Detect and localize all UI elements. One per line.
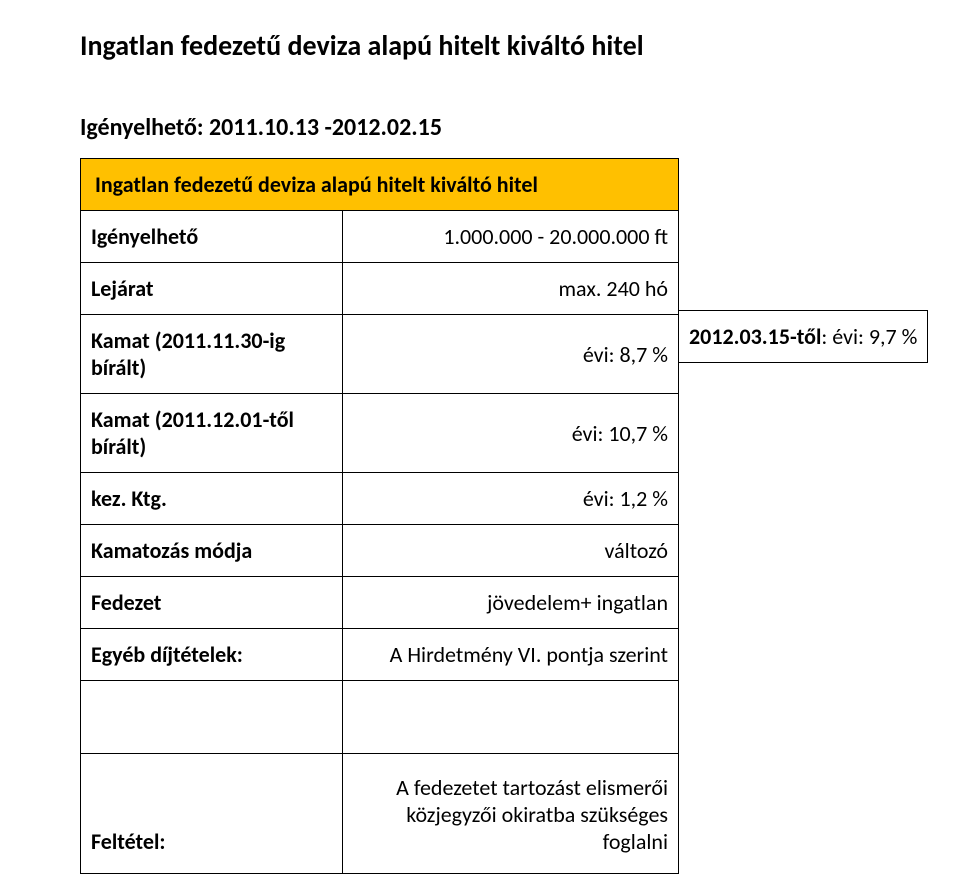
row-value: változó [343, 525, 679, 577]
page-title: Ingatlan fedezetű deviza alapú hitelt ki… [80, 28, 910, 63]
row-label: Kamat (2011.12.01-től bírált) [81, 394, 343, 473]
row-label: Lejárat [81, 263, 343, 315]
row-value: jövedelem+ ingatlan [343, 577, 679, 629]
side-cell: 2012.03.15-től: évi: 9,7 % [679, 311, 928, 363]
side-spacer [679, 158, 928, 208]
table-row: Igényelhető 1.000.000 - 20.000.000 ft [81, 211, 679, 263]
spacer-row [81, 681, 679, 754]
table-row: Egyéb díjtételek: A Hirdetmény VI. pontj… [81, 629, 679, 681]
side-table: 2012.03.15-től: évi: 9,7 % [678, 158, 928, 363]
row-value: évi: 10,7 % [343, 394, 679, 473]
spacer-cell [343, 681, 679, 754]
spacer-cell [81, 681, 343, 754]
row-label: Igényelhető [81, 211, 343, 263]
feltetel-label: Feltétel: [81, 754, 343, 874]
row-value: max. 240 hó [343, 263, 679, 315]
tables-row: Ingatlan fedezetű deviza alapú hitelt ki… [80, 158, 910, 874]
side-spacer [679, 259, 928, 311]
side-cell-bold: 2012.03.15-től [689, 323, 821, 350]
date-range: Igényelhető: 2011.10.13 -2012.02.15 [80, 113, 910, 142]
side-cell-rest: : évi: 9,7 % [821, 323, 917, 350]
table-row: Feltétel: A fedezetet tartozást elismerő… [81, 754, 679, 874]
table-row: Kamatozás módja változó [81, 525, 679, 577]
row-label: Egyéb díjtételek: [81, 629, 343, 681]
table-row: kez. Ktg. évi: 1,2 % [81, 473, 679, 525]
row-label: Kamat (2011.11.30-ig bírált) [81, 315, 343, 394]
table-header-cell: Ingatlan fedezetű deviza alapú hitelt ki… [81, 159, 679, 211]
row-value: 1.000.000 - 20.000.000 ft [343, 211, 679, 263]
row-label: Fedezet [81, 577, 343, 629]
row-value: évi: 8,7 % [343, 315, 679, 394]
table-row: Kamat (2011.12.01-től bírált) évi: 10,7 … [81, 394, 679, 473]
main-table: Ingatlan fedezetű deviza alapú hitelt ki… [80, 158, 679, 874]
row-label: kez. Ktg. [81, 473, 343, 525]
table-header-row: Ingatlan fedezetű deviza alapú hitelt ki… [81, 159, 679, 211]
side-spacer [679, 208, 928, 259]
side-row: 2012.03.15-től: évi: 9,7 % [679, 311, 928, 363]
table-row: Fedezet jövedelem+ ingatlan [81, 577, 679, 629]
page: Ingatlan fedezetű deviza alapú hitelt ki… [0, 0, 960, 855]
table-row: Lejárat max. 240 hó [81, 263, 679, 315]
table-row: Kamat (2011.11.30-ig bírált) évi: 8,7 % [81, 315, 679, 394]
feltetel-value: A fedezetet tartozást elismerői közjegyz… [343, 754, 679, 874]
row-label: Kamatozás módja [81, 525, 343, 577]
row-value: A Hirdetmény VI. pontja szerint [343, 629, 679, 681]
row-value: évi: 1,2 % [343, 473, 679, 525]
